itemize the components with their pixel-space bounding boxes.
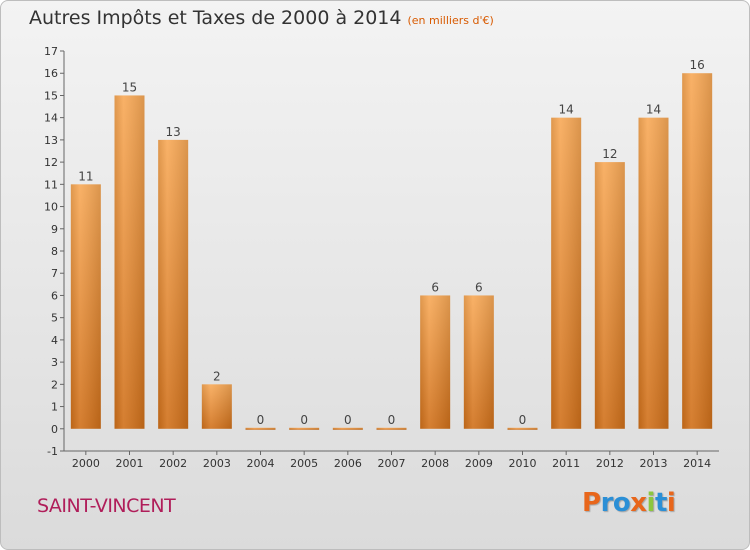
y-tick-label: 11 — [44, 178, 58, 191]
y-tick-label: 9 — [51, 223, 58, 236]
y-tick-label: 13 — [44, 134, 58, 147]
bar-shading — [551, 117, 582, 429]
y-tick-label: 4 — [51, 334, 58, 347]
x-tick-label: 2007 — [378, 457, 406, 470]
bar-shading — [594, 162, 625, 429]
x-tick-label: 2011 — [552, 457, 580, 470]
chart-title-text: Autres Impôts et Taxes de 2000 à 2014 — [29, 7, 402, 29]
x-tick-label: 2014 — [683, 457, 711, 470]
logo-letter: P — [582, 488, 601, 518]
data-label: 2 — [213, 369, 221, 383]
y-tick-label: 0 — [51, 423, 58, 436]
data-label: 0 — [519, 413, 527, 427]
data-label: 16 — [690, 58, 705, 72]
logo-letter: i — [666, 488, 676, 518]
x-tick-label: 2001 — [116, 457, 144, 470]
y-tick-label: 6 — [51, 289, 58, 302]
y-tick-label: -1 — [47, 445, 58, 458]
logo-letter: t — [654, 488, 667, 518]
bars — [70, 73, 713, 430]
y-tick-label: 17 — [44, 45, 58, 58]
data-label: 11 — [78, 169, 93, 183]
chart-unit: (en milliers d'€) — [407, 14, 494, 27]
bar-shading — [682, 73, 713, 429]
x-tick-label: 2009 — [465, 457, 493, 470]
bar-shading — [114, 95, 145, 429]
data-label: 0 — [344, 413, 352, 427]
y-tick-label: 14 — [44, 112, 58, 125]
data-label: 0 — [300, 413, 308, 427]
data-label: 0 — [388, 413, 396, 427]
data-labels: 11 15 13 2 0 0 0 0 6 6 0 14 12 14 16 — [78, 58, 705, 427]
data-label: 13 — [166, 125, 181, 139]
bar-shading — [463, 295, 494, 429]
x-tick-label: 2000 — [72, 457, 100, 470]
y-tick-label: 5 — [51, 312, 58, 325]
x-tick-label: 2012 — [596, 457, 624, 470]
data-label: 14 — [559, 103, 574, 117]
y-tick-label: 8 — [51, 245, 58, 258]
bar-shading — [638, 117, 669, 429]
bar-shading — [376, 427, 407, 430]
data-label: 14 — [646, 103, 661, 117]
bar-shading — [201, 384, 232, 429]
x-tick-label: 2008 — [421, 457, 449, 470]
proxiti-logo: Proxiti — [582, 488, 676, 518]
y-tick-label: 2 — [51, 378, 58, 391]
bar-shading — [70, 184, 101, 429]
data-label: 0 — [257, 413, 265, 427]
y-tick-label: 10 — [44, 201, 58, 214]
bar-shading — [158, 139, 189, 429]
data-label: 6 — [475, 280, 483, 294]
data-label: 15 — [122, 80, 137, 94]
logo-letter: o — [612, 488, 631, 518]
x-tick-label: 2003 — [203, 457, 231, 470]
commune-name: SAINT-VINCENT — [37, 495, 176, 517]
y-tick-label: 16 — [44, 67, 58, 80]
x-tick-label: 2010 — [509, 457, 537, 470]
bar-shading — [289, 427, 320, 430]
logo-letter: x — [630, 488, 647, 518]
logo-letter: i — [646, 488, 656, 518]
x-tick-label: 2002 — [159, 457, 187, 470]
bar-shading — [507, 427, 538, 430]
data-label: 12 — [602, 147, 617, 161]
y-tick-label: 3 — [51, 356, 58, 369]
x-tick-label: 2005 — [290, 457, 318, 470]
y-tick-label: 7 — [51, 267, 58, 280]
y-tick-label: 1 — [51, 401, 58, 414]
bar-shading — [245, 427, 276, 430]
y-tick-label: 15 — [44, 89, 58, 102]
x-tick-label: 2013 — [640, 457, 668, 470]
y-tick-label: 12 — [44, 156, 58, 169]
logo-letter: r — [600, 488, 614, 518]
x-tick-label: 2004 — [247, 457, 275, 470]
bar-shading — [332, 427, 363, 430]
chart-title: Autres Impôts et Taxes de 2000 à 2014 (en… — [29, 7, 494, 29]
data-label: 6 — [431, 280, 439, 294]
x-tick-label: 2006 — [334, 457, 362, 470]
bar-shading — [420, 295, 451, 429]
